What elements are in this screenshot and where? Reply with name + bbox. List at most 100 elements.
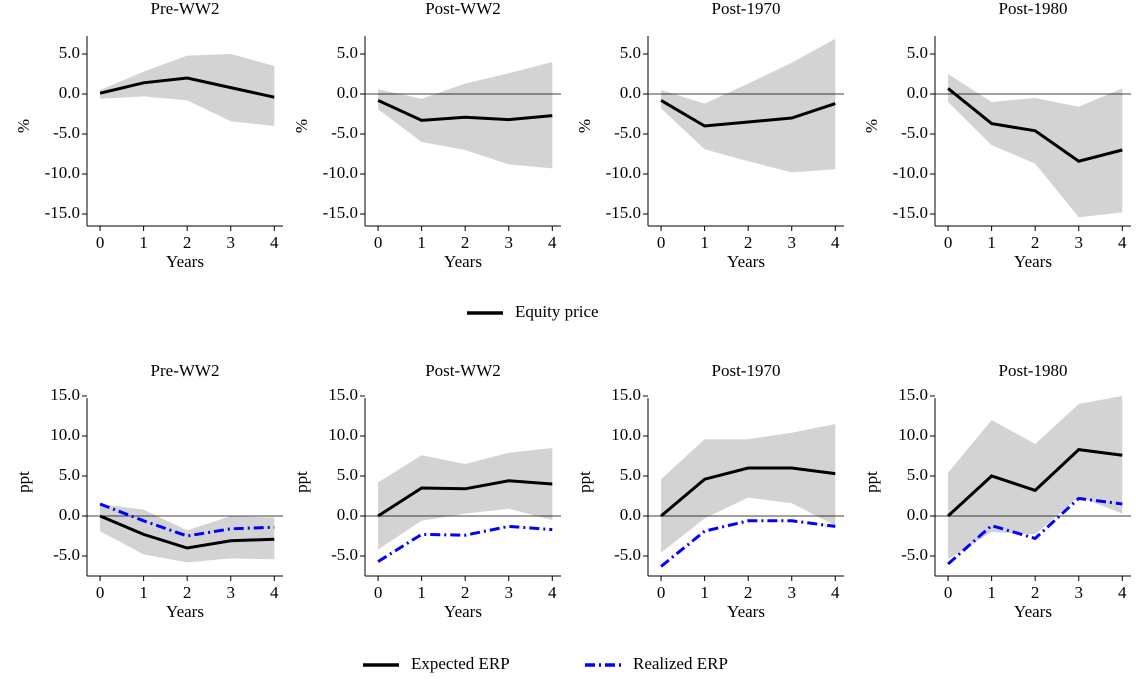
x-tick-label: 3 [504, 233, 513, 252]
x-tick-label: 3 [787, 583, 796, 602]
y-tick-label: 10.0 [898, 425, 928, 444]
x-tick-label: 3 [504, 583, 513, 602]
y-tick-label: -5.0 [53, 545, 80, 564]
y-axis-label: ppt [14, 471, 33, 493]
confidence-band [100, 504, 275, 563]
y-tick-label: 15.0 [328, 385, 358, 404]
series-line [947, 87, 1123, 163]
x-tick-label: 1 [417, 233, 426, 252]
y-axis-label: % [14, 119, 33, 133]
y-tick-label: -10.0 [323, 163, 358, 182]
chart-title: Post-1970 [712, 0, 781, 18]
x-tick-label: 0 [374, 233, 383, 252]
series-line [947, 448, 1123, 518]
x-tick-label: 4 [831, 233, 840, 252]
y-tick-label: 5.0 [907, 465, 928, 484]
y-axis-label: % [292, 119, 311, 133]
y-axis-label: ppt [292, 471, 311, 493]
x-tick-label: 1 [700, 233, 709, 252]
x-tick-label: 4 [1118, 233, 1127, 252]
y-tick-label: -5.0 [901, 545, 928, 564]
y-axis-label: ppt [862, 471, 881, 493]
series-line [660, 466, 836, 518]
y-tick-label: -15.0 [606, 203, 641, 222]
y-tick-label: 15.0 [898, 385, 928, 404]
y-tick-label: 10.0 [50, 425, 80, 444]
series-line [660, 99, 836, 128]
x-tick-label: 0 [657, 233, 666, 252]
x-tick-label: 0 [374, 583, 383, 602]
series-line [99, 76, 275, 99]
x-axis-label: Years [1014, 252, 1052, 271]
x-tick-label: 4 [548, 583, 557, 602]
x-axis-label: Years [444, 602, 482, 621]
x-tick-label: 4 [1118, 583, 1127, 602]
x-tick-label: 1 [139, 233, 148, 252]
y-tick-label: 0.0 [337, 505, 358, 524]
confidence-band [948, 74, 1123, 218]
x-axis-label: Years [727, 602, 765, 621]
x-tick-label: 4 [270, 583, 279, 602]
x-tick-label: 4 [270, 233, 279, 252]
x-tick-label: 1 [417, 583, 426, 602]
x-axis-label: Years [444, 252, 482, 271]
series-line [660, 519, 836, 568]
y-tick-label: 0.0 [337, 83, 358, 102]
y-tick-label: 5.0 [59, 43, 80, 62]
x-tick-label: 1 [987, 583, 996, 602]
y-tick-label: -15.0 [323, 203, 358, 222]
legend-label: Realized ERP [633, 654, 728, 673]
y-tick-label: 10.0 [611, 425, 641, 444]
y-tick-label: 5.0 [907, 43, 928, 62]
y-tick-label: -5.0 [53, 123, 80, 142]
chart-title: Post-1980 [999, 0, 1068, 18]
y-tick-label: -15.0 [893, 203, 928, 222]
series-line [377, 524, 553, 563]
y-tick-label: -10.0 [606, 163, 641, 182]
confidence-band [661, 38, 836, 173]
confidence-band [661, 424, 836, 553]
legend-label: Expected ERP [411, 654, 510, 673]
y-tick-label: -10.0 [893, 163, 928, 182]
y-tick-label: 10.0 [328, 425, 358, 444]
confidence-band [378, 62, 553, 169]
chart-title: Pre-WW2 [151, 0, 220, 18]
confidence-band [100, 54, 275, 126]
chart-title: Post-WW2 [425, 361, 501, 380]
x-tick-label: 2 [461, 233, 470, 252]
y-tick-label: 0.0 [620, 505, 641, 524]
x-tick-label: 2 [744, 233, 753, 252]
x-axis-label: Years [1014, 602, 1052, 621]
x-tick-label: 2 [183, 583, 192, 602]
x-tick-label: 2 [461, 583, 470, 602]
y-axis-label: ppt [575, 471, 594, 493]
x-axis-label: Years [166, 602, 204, 621]
x-tick-label: 0 [657, 583, 666, 602]
x-tick-label: 1 [987, 233, 996, 252]
x-tick-label: 4 [548, 233, 557, 252]
x-tick-label: 2 [1031, 583, 1040, 602]
y-tick-label: 0.0 [907, 83, 928, 102]
y-tick-label: 0.0 [59, 83, 80, 102]
y-tick-label: -5.0 [614, 545, 641, 564]
y-tick-label: -15.0 [45, 203, 80, 222]
x-tick-label: 3 [1074, 233, 1083, 252]
x-tick-label: 0 [96, 233, 105, 252]
x-tick-label: 2 [1031, 233, 1040, 252]
series-line [99, 514, 275, 550]
series-line [377, 479, 553, 518]
x-tick-label: 1 [700, 583, 709, 602]
y-tick-label: -5.0 [901, 123, 928, 142]
y-axis-label: % [862, 119, 881, 133]
y-tick-label: 15.0 [50, 385, 80, 404]
legend-label: Equity price [515, 302, 599, 321]
y-tick-label: 0.0 [59, 505, 80, 524]
x-tick-label: 2 [744, 583, 753, 602]
x-tick-label: 0 [944, 233, 953, 252]
y-tick-label: -5.0 [614, 123, 641, 142]
y-tick-label: 5.0 [337, 465, 358, 484]
confidence-band [948, 396, 1123, 560]
y-tick-label: -10.0 [45, 163, 80, 182]
